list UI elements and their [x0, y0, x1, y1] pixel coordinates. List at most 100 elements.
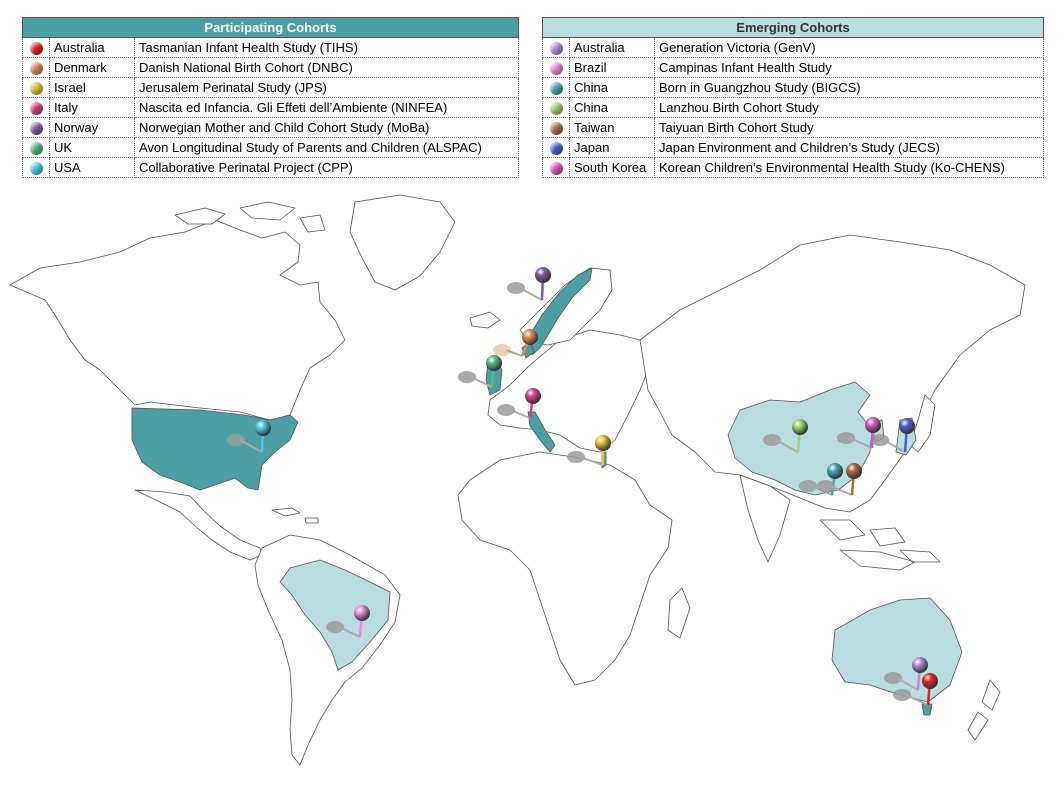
cohort-country: USA: [49, 157, 135, 178]
africa-landmass: [457, 451, 673, 686]
cohort-country: Brazil: [569, 57, 655, 78]
cohort-study: Tasmanian Infant Health Study (TIHS): [134, 37, 519, 58]
pin-cell: [22, 57, 50, 78]
pin-head: [255, 420, 271, 436]
europe-landmass: [487, 329, 651, 453]
pin-head: [595, 435, 611, 451]
pin-shadow: [507, 282, 525, 294]
cohort-study: Campinas Infant Health Study: [654, 57, 1044, 78]
cohort-study: Born in Guangzhou Study (BIGCS): [654, 77, 1044, 98]
pin-shadow: [893, 689, 911, 701]
pin-shadow-line: [775, 439, 799, 453]
cohort-country: Australia: [49, 37, 135, 58]
pin-head: [486, 355, 502, 371]
tasmania-participating: [921, 703, 933, 716]
cohort-study: Avon Longitudinal Study of Parents and C…: [134, 137, 519, 158]
pin-shadow: [493, 344, 511, 356]
cohort-row: Norway Norwegian Mother and Child Cohort …: [22, 117, 519, 138]
brazil-emerging: [279, 559, 391, 671]
cohort-country: Japan: [569, 137, 655, 158]
mexico-central-america: [134, 489, 263, 561]
pin-shadow-line: [239, 439, 263, 453]
pin-icon: [29, 82, 43, 96]
cohort-row: South Korea Korean Children’s Environment…: [542, 157, 1044, 178]
pin-shadow: [458, 371, 476, 383]
emerging-cohorts-table: Emerging Cohorts Australia Generation Vic…: [542, 17, 1044, 178]
pin-shadow-line: [896, 677, 919, 691]
pin-icon: [549, 122, 563, 136]
pin-shadow: [837, 432, 855, 444]
pin-shadow: [817, 480, 835, 492]
cohort-study: Lanzhou Birth Cohort Study: [654, 97, 1044, 118]
cohort-study: Taiyuan Birth Cohort Study: [654, 117, 1044, 138]
cohort-study: Nascita ed Infancia. Gli Effeti dell’Amb…: [134, 97, 519, 118]
emerging-cohorts-title: Emerging Cohorts: [542, 17, 1044, 38]
pin-shadow: [326, 621, 344, 633]
pin-cell: [22, 97, 50, 118]
cohort-country: China: [569, 77, 655, 98]
cohort-country: Israel: [49, 77, 135, 98]
pin-icon: [549, 102, 563, 116]
pin-icon: [549, 142, 563, 156]
pin-shadow: [799, 480, 817, 492]
cohort-country: Australia: [569, 37, 655, 58]
pin-head: [525, 388, 541, 404]
italy-participating: [527, 411, 556, 453]
greenland: [349, 194, 456, 291]
pin-head: [535, 267, 551, 283]
pin-shadow: [763, 434, 781, 446]
pin-head: [912, 657, 928, 673]
pin-cell: [542, 137, 570, 158]
pin-shadow: [227, 434, 245, 446]
pin-icon: [29, 62, 43, 76]
cohort-row: Denmark Danish National Birth Cohort (DNB…: [22, 57, 519, 78]
pin-cell: [542, 157, 570, 178]
norway-participating: [529, 267, 593, 356]
madagascar: [667, 587, 691, 639]
north-america-landmass: [9, 219, 346, 421]
participating-cohorts-title: Participating Cohorts: [22, 17, 519, 38]
cohort-row: China Born in Guangzhou Study (BIGCS): [542, 77, 1044, 98]
cohort-study: Collaborative Perinatal Project (CPP): [134, 157, 519, 178]
pin-head: [899, 418, 915, 434]
pin-icon: [549, 162, 563, 176]
world-map: [9, 194, 1026, 766]
pin-shadow-line: [849, 437, 873, 449]
cohort-study: Japan Environment and Children’s Study (…: [654, 137, 1044, 158]
pin-icon: [29, 142, 43, 156]
cohort-country: Taiwan: [569, 117, 655, 138]
southeast-asia-islands: [819, 519, 941, 571]
pin-icon: [29, 102, 43, 116]
cohort-country: Italy: [49, 97, 135, 118]
cohort-study: Korean Children’s Environmental Health S…: [654, 157, 1044, 178]
iceland: [469, 311, 501, 329]
cohort-study: Generation Victoria (GenV): [654, 37, 1044, 58]
cohort-row: Taiwan Taiyuan Birth Cohort Study: [542, 117, 1044, 138]
pin-icon: [29, 42, 43, 56]
pin-cell: [22, 157, 50, 178]
pin-shadow-line: [579, 456, 604, 466]
pin-cell: [22, 137, 50, 158]
pin-shadow-line: [505, 349, 523, 357]
pin-cell: [542, 77, 570, 98]
pin-shadow: [884, 672, 902, 684]
pin-shadow-line: [509, 409, 531, 419]
pin-head: [865, 417, 881, 433]
cohort-row: UK Avon Longitudinal Study of Parents and…: [22, 137, 519, 158]
pin-icon: [29, 122, 43, 136]
pin-shadow: [871, 434, 889, 446]
india: [739, 474, 791, 563]
pin-head: [522, 329, 538, 345]
cohort-study: Danish National Birth Cohort (DNBC): [134, 57, 519, 78]
pin-shadow: [497, 404, 515, 416]
cohort-row: China Lanzhou Birth Cohort Study: [542, 97, 1044, 118]
pin-shadow-line: [338, 626, 361, 638]
cohort-row: Japan Japan Environment and Children’s St…: [542, 137, 1044, 158]
cohort-country: South Korea: [569, 157, 655, 178]
cohort-country: Norway: [49, 117, 135, 138]
pin-shadow-line: [829, 485, 853, 496]
pin-cell: [22, 117, 50, 138]
pin-icon: [549, 62, 563, 76]
cohort-row: Israel Jerusalem Perinatal Study (JPS): [22, 77, 519, 98]
caribbean-islands: [271, 507, 319, 524]
